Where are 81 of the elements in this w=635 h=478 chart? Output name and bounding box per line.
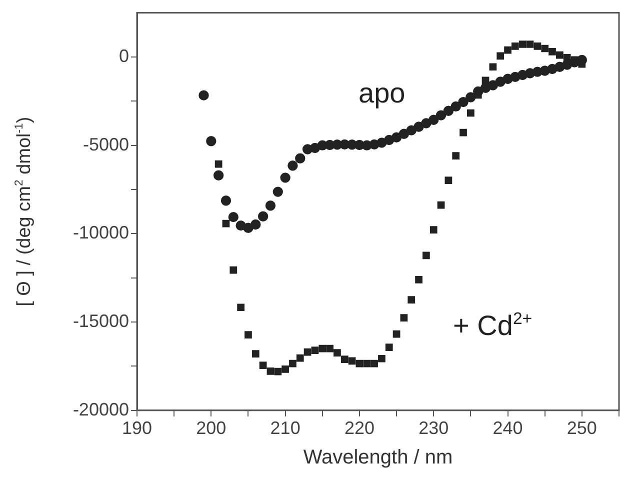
point bbox=[230, 266, 238, 274]
point bbox=[228, 212, 238, 222]
point bbox=[526, 40, 534, 48]
point bbox=[244, 331, 252, 338]
x-tick-label: 220 bbox=[344, 418, 374, 438]
y-tick-label: 0 bbox=[118, 46, 129, 66]
point bbox=[318, 344, 326, 352]
x-tick-label: 190 bbox=[122, 418, 152, 438]
point bbox=[392, 330, 400, 338]
point bbox=[222, 220, 230, 228]
point bbox=[378, 354, 386, 362]
point bbox=[311, 346, 319, 354]
y-axis-title: [ Θ ] / (deg cm2 dmol-1) bbox=[13, 116, 35, 306]
x-tick-label: 240 bbox=[492, 418, 523, 438]
point bbox=[482, 76, 490, 84]
point bbox=[265, 200, 276, 211]
y-tick-label: -20000 bbox=[72, 399, 129, 420]
point bbox=[237, 304, 244, 312]
y-tick-label: -15000 bbox=[72, 311, 129, 332]
point bbox=[295, 153, 306, 164]
point bbox=[415, 276, 422, 284]
point bbox=[430, 226, 438, 234]
x-tick-label: 210 bbox=[270, 418, 300, 438]
point bbox=[334, 349, 341, 356]
point bbox=[250, 219, 261, 230]
point bbox=[385, 344, 393, 351]
series-label: apo bbox=[358, 77, 406, 108]
point bbox=[556, 51, 564, 59]
point bbox=[206, 136, 216, 146]
point bbox=[460, 128, 467, 136]
point bbox=[444, 176, 452, 184]
point bbox=[504, 46, 512, 54]
point bbox=[214, 160, 222, 168]
x-tick-label: 250 bbox=[566, 418, 597, 438]
point bbox=[437, 201, 445, 209]
point bbox=[296, 354, 304, 362]
point bbox=[266, 367, 274, 375]
point bbox=[252, 350, 260, 358]
point bbox=[400, 314, 408, 322]
point bbox=[272, 186, 283, 197]
y-tick-label: -10000 bbox=[72, 222, 129, 243]
point bbox=[518, 40, 526, 48]
point bbox=[259, 362, 267, 370]
point bbox=[348, 357, 356, 365]
point bbox=[512, 42, 519, 50]
point bbox=[280, 172, 290, 183]
point bbox=[398, 128, 410, 139]
point bbox=[213, 170, 224, 180]
point bbox=[288, 160, 298, 171]
point bbox=[489, 63, 497, 71]
point bbox=[458, 96, 468, 108]
point bbox=[289, 360, 296, 368]
x-tick-label: 200 bbox=[196, 418, 226, 438]
point bbox=[326, 344, 334, 352]
point bbox=[496, 52, 504, 60]
point bbox=[548, 48, 556, 56]
point bbox=[452, 152, 460, 160]
point bbox=[363, 360, 371, 368]
point bbox=[408, 296, 416, 304]
point bbox=[541, 44, 549, 52]
point bbox=[274, 368, 282, 376]
point bbox=[422, 252, 430, 260]
point bbox=[466, 92, 476, 102]
point bbox=[220, 196, 232, 206]
point bbox=[282, 366, 289, 373]
point bbox=[356, 360, 364, 368]
x-tick-label: 230 bbox=[418, 418, 449, 438]
point bbox=[258, 211, 268, 222]
point bbox=[450, 101, 461, 112]
point bbox=[436, 110, 446, 120]
point bbox=[563, 54, 571, 62]
point bbox=[443, 106, 454, 116]
point bbox=[428, 114, 439, 125]
y-tick-label: -5000 bbox=[82, 134, 129, 154]
point bbox=[534, 42, 542, 50]
point bbox=[340, 356, 348, 364]
point bbox=[304, 348, 312, 356]
point bbox=[467, 109, 474, 117]
x-axis-title: Wavelength / nm bbox=[303, 446, 453, 469]
point bbox=[370, 360, 378, 368]
point bbox=[198, 90, 209, 100]
